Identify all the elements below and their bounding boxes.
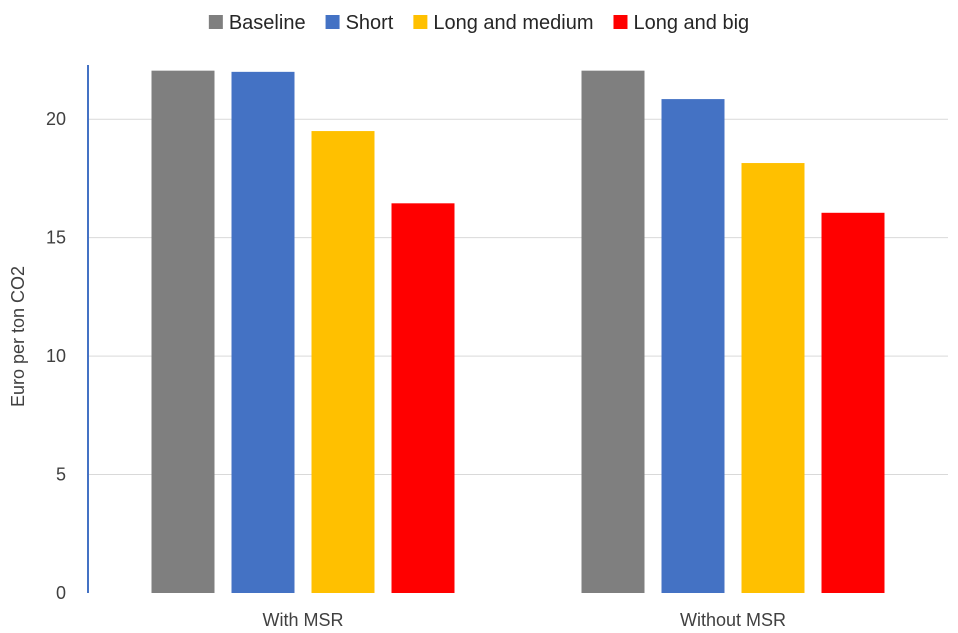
- legend-label: Baseline: [229, 12, 306, 34]
- y-axis-label: Euro per ton CO2: [8, 266, 28, 407]
- bar-long-and-big-without-msr: [821, 212, 885, 593]
- bar-long-and-medium-without-msr: [741, 163, 805, 593]
- bar-short-without-msr: [661, 99, 725, 593]
- legend-swatch: [325, 15, 340, 29]
- bar-baseline-with-msr: [151, 70, 215, 593]
- bar-short-with-msr: [231, 71, 295, 594]
- y-tick-label: 10: [46, 346, 66, 366]
- legend-item-long-and-big: Long and big: [613, 12, 749, 34]
- legend: Baseline Short Long and medium Long and big: [208, 12, 749, 34]
- legend-swatch: [613, 15, 628, 29]
- y-tick-label: 20: [46, 109, 66, 129]
- legend-label: Short: [346, 12, 394, 34]
- legend-label: Long and big: [633, 12, 749, 34]
- bar-long-and-medium-with-msr: [311, 131, 375, 594]
- legend-label: Long and medium: [433, 12, 593, 34]
- bar-baseline-without-msr: [581, 70, 645, 593]
- y-tick-label: 15: [46, 228, 66, 248]
- legend-item-short: Short: [325, 12, 394, 34]
- y-gridlines: [88, 118, 948, 476]
- y-tick-label: 5: [56, 465, 66, 485]
- x-category-labels: With MSR Without MSR: [263, 610, 787, 630]
- y-tick-labels: 0 5 10 15 20: [46, 109, 66, 603]
- legend-item-baseline: Baseline: [208, 12, 306, 34]
- legend-swatch: [208, 15, 223, 29]
- x-category-label: With MSR: [263, 610, 344, 630]
- y-tick-label: 0: [56, 583, 66, 603]
- x-category-label: Without MSR: [680, 610, 786, 630]
- legend-swatch: [413, 15, 428, 29]
- bars: [151, 70, 885, 594]
- legend-item-long-and-medium: Long and medium: [413, 12, 593, 34]
- bar-long-and-big-with-msr: [391, 203, 455, 593]
